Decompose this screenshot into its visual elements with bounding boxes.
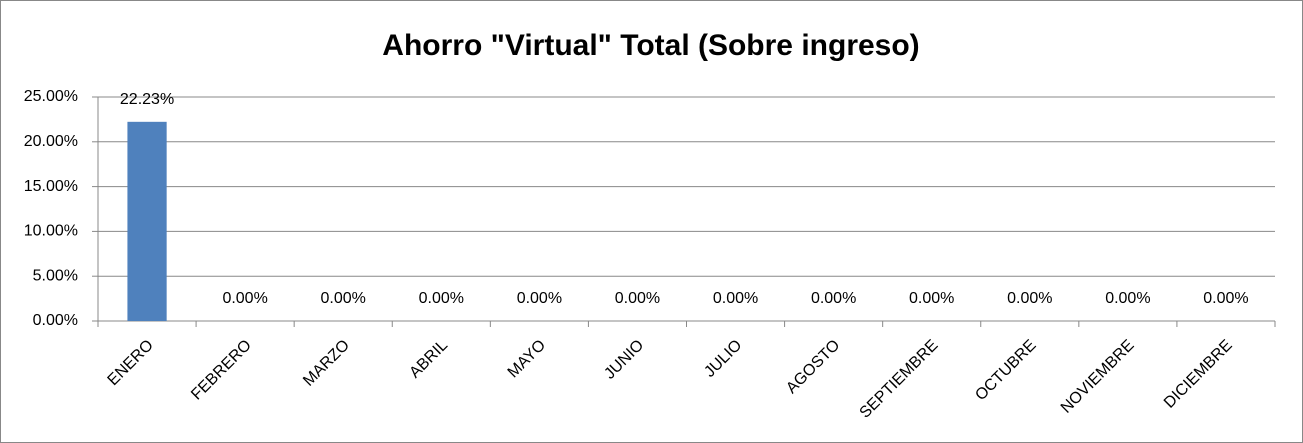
data-label: 0.00%	[811, 290, 856, 307]
data-label: 0.00%	[713, 290, 758, 307]
data-label: 0.00%	[321, 290, 366, 307]
bar	[127, 121, 167, 321]
data-label: 0.00%	[615, 290, 660, 307]
y-tick-label: 15.00%	[24, 178, 78, 195]
y-tick-label: 10.00%	[24, 223, 78, 240]
data-label: 0.00%	[419, 290, 464, 307]
data-label: 0.00%	[1105, 290, 1150, 307]
data-label: 22.23%	[120, 91, 174, 108]
data-label: 0.00%	[1007, 290, 1052, 307]
y-tick-label: 20.00%	[24, 133, 78, 150]
y-tick-label: 0.00%	[33, 312, 78, 329]
data-label: 0.00%	[222, 290, 267, 307]
y-tick-label: 25.00%	[24, 88, 78, 105]
data-label: 0.00%	[909, 290, 954, 307]
chart-title: Ahorro "Virtual" Total (Sobre ingreso)	[382, 29, 919, 62]
data-label: 0.00%	[1203, 290, 1248, 307]
y-tick-label: 5.00%	[33, 267, 78, 284]
data-label: 0.00%	[517, 290, 562, 307]
